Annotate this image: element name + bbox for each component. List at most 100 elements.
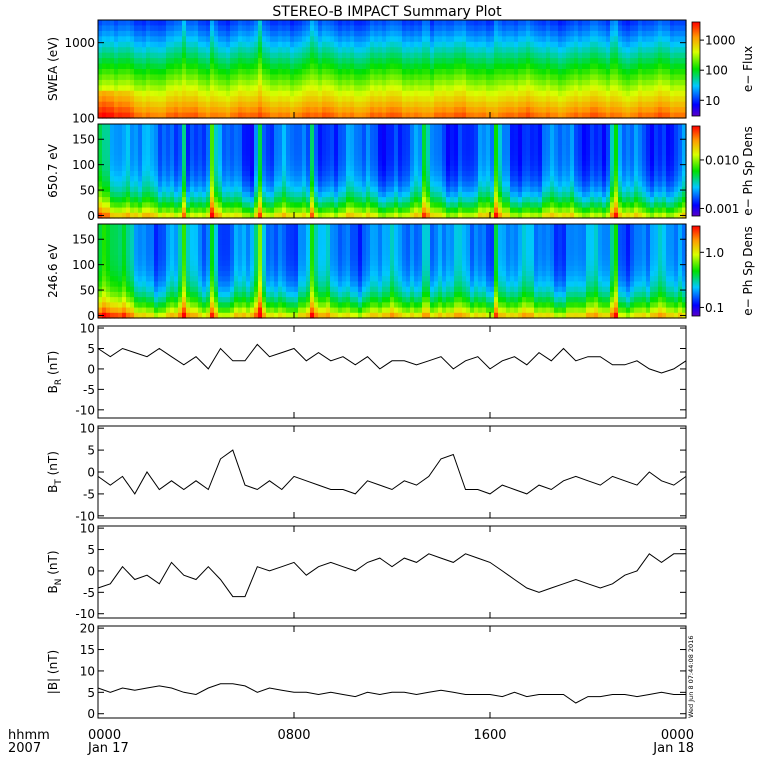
heatmap-cell: [158, 69, 163, 76]
heatmap-cell: [110, 129, 115, 136]
heatmap-cell: [466, 30, 471, 37]
heatmap-cell: [606, 58, 611, 65]
heatmap-cell: [174, 165, 179, 172]
heatmap-cell: [150, 181, 155, 188]
heatmap-cell: [330, 107, 335, 114]
heatmap-cell: [118, 139, 123, 146]
heatmap-cell: [602, 79, 607, 86]
heatmap-cell: [326, 47, 331, 54]
heatmap-cell: [114, 47, 119, 54]
heatmap-cell: [666, 25, 671, 32]
heatmap-cell: [406, 90, 411, 97]
heatmap-cell: [554, 207, 559, 214]
heatmap-cell: [198, 155, 203, 162]
heatmap-cell: [110, 52, 115, 59]
heatmap-cell: [398, 155, 403, 162]
heatmap-cell: [442, 129, 447, 136]
heatmap-cell: [274, 69, 279, 76]
heatmap-cell: [346, 69, 351, 76]
heatmap-cell: [254, 20, 259, 27]
heatmap-cell: [534, 160, 539, 167]
heatmap-cell: [154, 150, 159, 156]
heatmap-cell: [198, 41, 203, 48]
heatmap-cell: [314, 150, 319, 156]
heatmap-cell: [238, 212, 243, 219]
heatmap-cell: [390, 36, 395, 43]
heatmap-cell: [558, 79, 563, 86]
heatmap-cell: [414, 207, 419, 214]
heatmap-cell: [570, 96, 575, 103]
heatmap-cell: [542, 186, 547, 193]
heatmap-cell: [542, 47, 547, 54]
heatmap-cell: [338, 197, 343, 203]
heatmap-cell: [118, 171, 123, 177]
heatmap-cell: [146, 107, 151, 114]
heatmap-cell: [354, 47, 359, 54]
heatmap-cell: [518, 171, 523, 177]
heatmap-cell: [294, 52, 299, 59]
heatmap-cell: [162, 191, 167, 198]
heatmap-cell: [190, 79, 195, 86]
heatmap-cell: [170, 69, 175, 76]
heatmap-cell: [334, 85, 339, 92]
heatmap-cell: [290, 36, 295, 43]
heatmap-cell: [402, 139, 407, 146]
heatmap-cell: [486, 41, 491, 48]
heatmap-cell: [354, 90, 359, 97]
heatmap-cell: [338, 207, 343, 214]
heatmap-cell: [598, 144, 603, 151]
heatmap-cell: [670, 30, 675, 37]
heatmap-cell: [182, 63, 187, 70]
heatmap-cell: [302, 58, 307, 65]
heatmap-cell: [350, 165, 355, 172]
heatmap-cell: [470, 176, 475, 183]
heatmap-cell: [402, 20, 407, 27]
heatmap-cell: [518, 96, 523, 103]
heatmap-cell: [454, 171, 459, 177]
heatmap-cell: [502, 63, 507, 70]
heatmap-cell: [470, 197, 475, 203]
heatmap-cell: [234, 107, 239, 114]
heatmap-cell: [174, 25, 179, 32]
heatmap-cell: [250, 90, 255, 97]
heatmap-cell: [406, 112, 411, 119]
heatmap-cell: [202, 69, 207, 76]
heatmap-cell: [322, 202, 327, 209]
heatmap-cell: [178, 191, 183, 198]
heatmap-cell: [430, 20, 435, 27]
heatmap-cell: [594, 191, 599, 198]
heatmap-cell: [294, 165, 299, 172]
heatmap-cell: [258, 52, 263, 59]
heatmap-cell: [354, 165, 359, 172]
heatmap-cell: [306, 144, 311, 151]
heatmap-cell: [134, 74, 139, 81]
heatmap-cell: [474, 181, 479, 188]
heatmap-cell: [458, 41, 463, 48]
heatmap-cell: [554, 96, 559, 103]
heatmap-cell: [358, 212, 363, 219]
heatmap-cell: [618, 90, 623, 97]
heatmap-cell: [162, 150, 167, 156]
heatmap-cell: [150, 202, 155, 209]
heatmap-cell: [294, 101, 299, 108]
heatmap-cell: [494, 20, 499, 27]
heatmap-cell: [466, 134, 471, 141]
heatmap-cell: [446, 155, 451, 162]
heatmap-cell: [478, 63, 483, 70]
heatmap-cell: [614, 144, 619, 151]
heatmap-cell: [566, 74, 571, 81]
heatmap-cell: [390, 150, 395, 156]
heatmap-cell: [434, 197, 439, 203]
heatmap-cell: [446, 134, 451, 141]
heatmap-cell: [506, 85, 511, 92]
heatmap-cell: [434, 30, 439, 37]
heatmap-cell: [670, 25, 675, 32]
heatmap-cell: [518, 85, 523, 92]
heatmap-cell: [346, 155, 351, 162]
heatmap-cell: [162, 20, 167, 27]
heatmap-cell: [506, 181, 511, 188]
heatmap-cell: [254, 160, 259, 167]
heatmap-cell: [466, 90, 471, 97]
heatmap-cell: [446, 101, 451, 108]
heatmap-cell: [330, 176, 335, 183]
